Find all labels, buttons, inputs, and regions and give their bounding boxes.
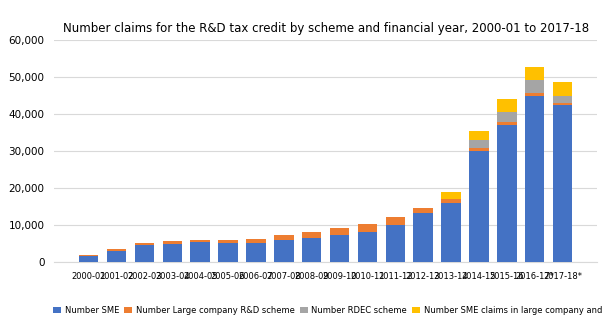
Bar (553, 103, 572, 105)
Bar (441, 193, 461, 199)
Bar (385, 225, 405, 262)
Bar (218, 241, 238, 243)
Bar (497, 112, 517, 122)
Title: Number claims for the R&D tax credit by scheme and financial year, 2000-01 to 20: Number claims for the R&D tax credit by … (63, 22, 589, 35)
Bar (385, 217, 405, 225)
Legend: Number SME, Number Large company R&D scheme, Number RDEC scheme, Number SME clai: Number SME, Number Large company R&D sch… (53, 306, 603, 315)
Bar (358, 224, 377, 232)
Bar (79, 255, 98, 256)
Bar (553, 105, 572, 262)
Bar (163, 241, 182, 244)
Bar (525, 96, 545, 262)
Bar (358, 232, 377, 262)
Bar (330, 235, 349, 262)
Bar (302, 238, 321, 262)
Bar (497, 122, 517, 125)
Bar (246, 239, 266, 243)
Bar (414, 208, 433, 213)
Bar (553, 96, 572, 103)
Bar (274, 240, 294, 262)
Bar (107, 251, 126, 262)
Bar (330, 228, 349, 235)
Bar (246, 243, 266, 262)
Bar (525, 80, 545, 93)
Bar (525, 93, 545, 96)
Bar (302, 232, 321, 238)
Bar (79, 256, 98, 262)
Bar (134, 243, 154, 245)
Bar (469, 148, 488, 151)
Bar (218, 243, 238, 262)
Bar (553, 82, 572, 96)
Bar (274, 235, 294, 240)
Bar (107, 249, 126, 251)
Bar (414, 213, 433, 262)
Bar (469, 131, 488, 140)
Bar (469, 140, 488, 148)
Bar (191, 243, 210, 262)
Bar (497, 125, 517, 262)
Bar (497, 99, 517, 112)
Bar (134, 245, 154, 262)
Bar (163, 244, 182, 262)
Bar (441, 203, 461, 262)
Bar (525, 67, 545, 80)
Bar (441, 199, 461, 203)
Bar (469, 151, 488, 262)
Bar (191, 240, 210, 243)
